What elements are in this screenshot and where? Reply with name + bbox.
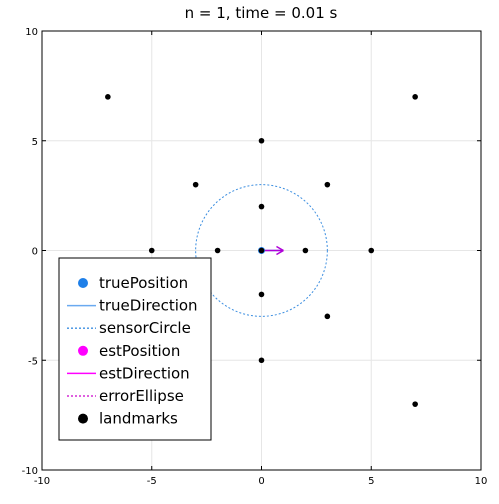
legend-label: trueDirection xyxy=(99,297,198,315)
landmark-point xyxy=(258,291,265,298)
axis-ticks: -10 -5 0 5 10 -10 -5 0 5 10 xyxy=(22,27,488,487)
landmark-point xyxy=(412,94,418,100)
x-tick-label: -5 xyxy=(147,476,157,487)
x-tick-label: -10 xyxy=(34,476,50,487)
x-tick-label: 5 xyxy=(368,476,374,487)
landmark-point xyxy=(258,137,265,144)
legend-label: truePosition xyxy=(99,274,188,292)
landmark-point xyxy=(105,94,111,100)
landmark-point xyxy=(258,247,265,254)
legend: truePosition trueDirection sensorCircle est… xyxy=(58,257,212,441)
landmark-point xyxy=(324,181,331,188)
landmark-point xyxy=(368,247,375,254)
landmark-point xyxy=(412,401,418,407)
est-direction-arrowhead xyxy=(276,245,284,252)
legend-symbol-landmarks xyxy=(78,413,88,424)
landmark-point xyxy=(192,181,199,188)
x-tick-label: 0 xyxy=(258,476,264,487)
landmark-point xyxy=(324,313,331,320)
legend-label: sensorCircle xyxy=(99,319,191,337)
legend-label: landmarks xyxy=(99,410,178,428)
y-tick-label: -5 xyxy=(28,356,38,367)
landmark-point xyxy=(258,203,265,210)
series xyxy=(105,94,418,407)
y-tick-label: -10 xyxy=(22,466,38,477)
legend-label: estPosition xyxy=(99,342,180,360)
landmark-point xyxy=(302,247,309,254)
chart-title: n = 1, time = 0.01 s xyxy=(185,4,338,22)
x-tick-label: 10 xyxy=(475,476,488,487)
landmark-point xyxy=(258,357,265,364)
est-direction-arrowhead xyxy=(276,249,284,256)
y-tick-label: 10 xyxy=(25,27,38,38)
landmark-point xyxy=(148,247,155,254)
legend-symbol-est-position xyxy=(78,345,88,356)
landmark-point xyxy=(214,247,221,254)
y-tick-label: 0 xyxy=(32,247,38,258)
legend-label: estDirection xyxy=(99,364,190,382)
sensor-circle xyxy=(195,184,328,317)
legend-label: errorEllipse xyxy=(99,387,184,405)
y-tick-label: 5 xyxy=(32,137,38,148)
legend-symbol-true-position xyxy=(78,278,88,288)
